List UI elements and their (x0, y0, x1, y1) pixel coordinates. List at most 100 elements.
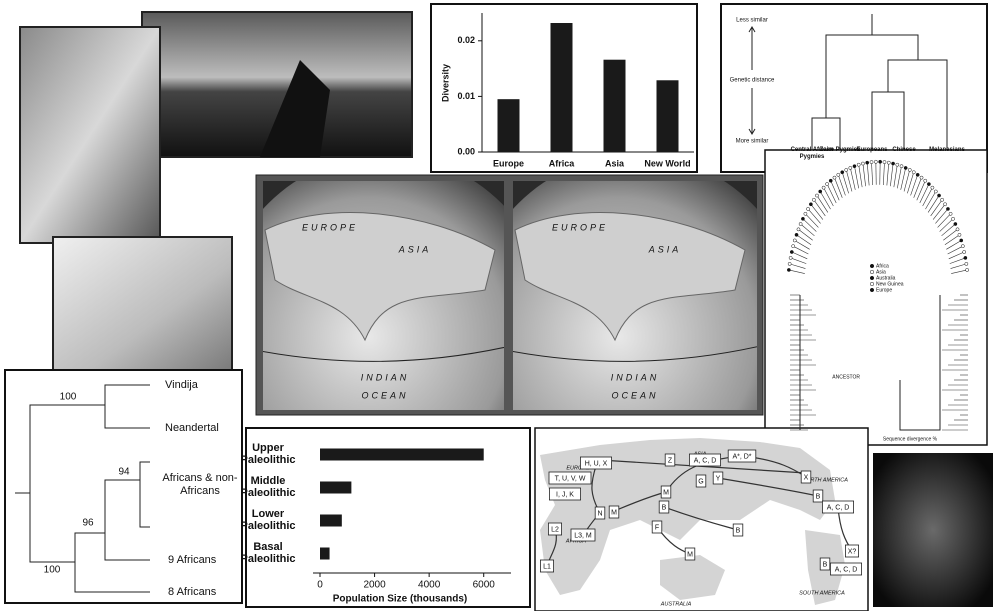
leaf-dot (927, 182, 930, 185)
leaf-dot (965, 262, 968, 265)
leaf-dot (797, 228, 800, 231)
haplogroup-label: T, U, V, W (555, 475, 586, 482)
leaf-dot (861, 162, 864, 165)
haplogroup-label: H, U, X (585, 460, 608, 467)
leaf-dot (937, 194, 940, 197)
leaf-dot (954, 222, 957, 225)
haplogroup-label: Z (668, 457, 673, 464)
leaf-dot (795, 233, 798, 236)
leaf-dot (956, 228, 959, 231)
leaf-label: Neandertal (165, 422, 219, 434)
leaf-dot (912, 171, 915, 174)
support-value: 100 (44, 565, 61, 576)
axis-label: Sequence divergence % (883, 436, 938, 442)
leaf-dot (822, 186, 825, 189)
leaf-dot (849, 166, 852, 169)
legend-marker (870, 264, 874, 268)
leaf-dot (951, 217, 954, 220)
leaf-dot (809, 203, 812, 206)
legend-marker (870, 282, 874, 286)
leaf-dot (916, 173, 919, 176)
bar (604, 60, 626, 152)
leaf-dot (792, 245, 795, 248)
x-tick-label: Asia (605, 158, 625, 168)
haplogroup-label: A, C, D (835, 566, 858, 573)
globe-label: EUROPE (552, 222, 608, 232)
leaf-label: Melanesians (925, 147, 969, 154)
leaf-dot (874, 160, 877, 163)
haplogroup-label: A, C, D (827, 504, 850, 511)
axis-top: Less similar (736, 18, 768, 24)
leaf-dot (891, 162, 894, 165)
root-label: ANCESTOR (832, 374, 860, 380)
support-value: 100 (60, 392, 77, 403)
y-tick-label: Upper Paleolithic (228, 442, 308, 467)
leaf-dot (924, 179, 927, 182)
globe-label: ASIA (648, 244, 682, 254)
x-tick-label: 4000 (418, 580, 441, 591)
haplogroup-label: L2 (551, 526, 559, 533)
leaf-dot (960, 239, 963, 242)
leaf-dot (866, 161, 869, 164)
region-label: AUSTRALIA (660, 601, 692, 607)
haplogroup-label: M (687, 551, 693, 558)
leaf-dot (799, 222, 802, 225)
haplogroup-label: X? (848, 548, 857, 555)
leaf-dot (908, 168, 911, 171)
legend-label: Europe (876, 287, 892, 293)
bar (320, 449, 484, 461)
leaf-dot (964, 256, 967, 259)
leaf-label: Vindija (165, 379, 199, 391)
photo-scientist (20, 27, 160, 243)
y-tick-label: Lower Paleolithic (228, 508, 308, 533)
leaf-dot (829, 179, 832, 182)
bar (320, 515, 342, 527)
leaf-dot (870, 160, 873, 163)
leaf-dot (812, 198, 815, 201)
x-axis-label: Population Size (thousands) (333, 594, 467, 605)
leaf-dot (946, 207, 949, 210)
leaf-dot (793, 239, 796, 242)
leaf-dot (961, 245, 964, 248)
haplogroup-label: B (662, 504, 667, 511)
y-tick-label: 0.02 (457, 35, 475, 45)
haplogroup-label: N (597, 510, 602, 517)
leaf-dot (934, 190, 937, 193)
globe-label: OCEAN (611, 390, 658, 400)
leaf-dot (896, 163, 899, 166)
axis-bottom: More similar (736, 139, 769, 145)
leaf-dot (887, 161, 890, 164)
globe-label: ASIA (398, 244, 432, 254)
leaf-dot (879, 160, 882, 163)
bar (551, 23, 573, 152)
leaf-dot (963, 250, 966, 253)
globe-label: EUROPE (302, 222, 358, 232)
globe-label: INDIAN (611, 372, 660, 382)
x-tick-label: 2000 (363, 580, 386, 591)
leaf-label: Chinese (882, 147, 926, 154)
leaf-dot (949, 212, 952, 215)
haplogroup-label: X (804, 474, 809, 481)
leaf-dot (904, 166, 907, 169)
support-value: 96 (82, 518, 94, 529)
y-tick-label: Middle Paleolithic (228, 475, 308, 500)
leaf-dot (941, 198, 944, 201)
leaf-dot (837, 173, 840, 176)
bar (320, 548, 330, 560)
haplogroup-label: I, J, K (556, 491, 574, 498)
axis-label: Genetic distance (730, 78, 775, 84)
y-tick-label: Basal Paleolithic (228, 541, 308, 566)
legend-marker (870, 270, 874, 274)
leaf-label: 9 Africans (168, 554, 217, 566)
leaf-dot (853, 165, 856, 168)
leaf-dot (845, 168, 848, 171)
leaf-dot (806, 207, 809, 210)
haplogroup-label: G (698, 478, 703, 485)
leaf-dot (787, 268, 790, 271)
leaf-dot (841, 171, 844, 174)
leaf-dot (819, 190, 822, 193)
leaf-label: 8 Africans (168, 586, 217, 598)
haplogroup-label: A, C, D (694, 457, 717, 464)
support-value: 94 (118, 467, 130, 478)
leaf-dot (920, 176, 923, 179)
